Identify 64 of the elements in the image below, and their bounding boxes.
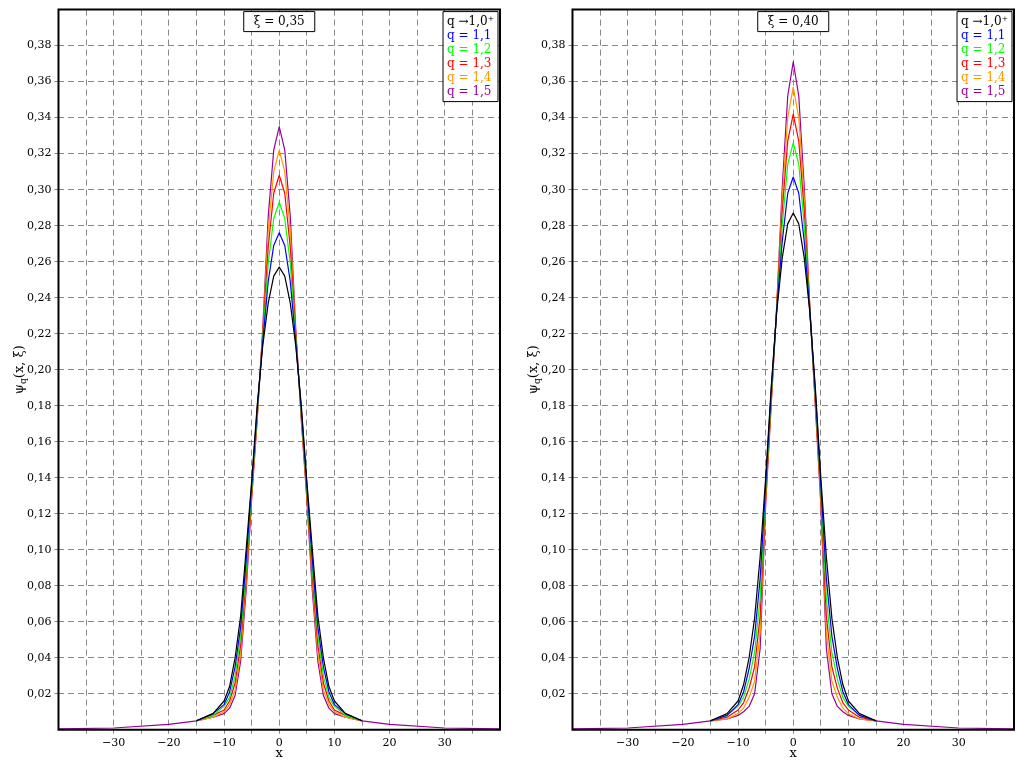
x-tick-label: 20 [896, 736, 911, 750]
y-tick-label: 0,12 [540, 506, 566, 520]
x-tick-label: −30 [616, 736, 640, 750]
y-tick-label: 0,24 [26, 290, 52, 304]
y-tick-label: 0,18 [540, 398, 566, 412]
y-tick-label: 0,34 [540, 110, 566, 124]
text: q = 1,3 [961, 55, 1006, 70]
y-tick-label: 0,06 [540, 614, 566, 628]
x-tick-label: −30 [102, 736, 126, 750]
text: q = 1,1 [447, 27, 492, 42]
y-tick-label: 0,02 [26, 686, 52, 700]
y-tick-label: 0,32 [540, 146, 566, 160]
x-tick-label: −20 [671, 736, 695, 750]
y-tick-label: 0,22 [26, 326, 52, 340]
y-tick-label: 0,30 [540, 182, 566, 196]
text: q = 1,4 [447, 69, 492, 84]
y-tick-label: 0,02 [540, 686, 566, 700]
x-tick-label: −20 [157, 736, 181, 750]
x-tick-label: 10 [327, 736, 342, 750]
y-tick-label: 0,16 [540, 434, 566, 448]
y-tick-label: 0,16 [26, 434, 52, 448]
chart-title: ξ = 0,40 [767, 13, 819, 28]
text: q = 1,5 [447, 83, 492, 98]
x-tick-label: 20 [382, 736, 397, 750]
y-tick-label: 0,04 [26, 650, 52, 664]
y-tick-label: 0,04 [540, 650, 566, 664]
text: q = 1,2 [447, 41, 492, 56]
text: q = 1,1 [961, 27, 1006, 42]
text: q = 1,3 [447, 55, 492, 70]
chart-title: ξ = 0,35 [253, 13, 305, 28]
y-tick-label: 0,28 [26, 218, 52, 232]
y-tick-label: 0,10 [26, 542, 52, 556]
text: q →1,0⁺ [961, 13, 1008, 28]
text: q = 1,4 [961, 69, 1006, 84]
y-tick-label: 0,34 [26, 110, 52, 124]
y-tick-label: 0,14 [540, 470, 566, 484]
y-tick-label: 0,28 [540, 218, 566, 232]
y-tick-label: 0,22 [540, 326, 566, 340]
y-tick-label: 0,36 [26, 74, 52, 88]
y-tick-label: 0,12 [26, 506, 52, 520]
y-tick-label: 0,18 [26, 398, 52, 412]
y-tick-label: 0,20 [26, 362, 52, 376]
y-tick-label: 0,24 [540, 290, 566, 304]
y-tick-label: 0,26 [540, 254, 566, 268]
y-tick-label: 0,14 [26, 470, 52, 484]
y-tick-label: 0,26 [26, 254, 52, 268]
x-tick-label: 30 [437, 736, 452, 750]
y-tick-label: 0,06 [26, 614, 52, 628]
y-tick-label: 0,10 [540, 542, 566, 556]
x-tick-label: 30 [951, 736, 966, 750]
y-tick-label: 0,38 [540, 38, 566, 52]
text: q →1,0⁺ [447, 13, 494, 28]
x-tick-label: −10 [726, 736, 750, 750]
x-tick-label: 10 [841, 736, 856, 750]
text: q = 1,2 [961, 41, 1006, 56]
y-tick-label: 0,38 [26, 38, 52, 52]
y-tick-label: 0,36 [540, 74, 566, 88]
y-tick-label: 0,20 [540, 362, 566, 376]
y-tick-label: 0,08 [540, 578, 566, 592]
y-tick-label: 0,30 [26, 182, 52, 196]
y-tick-label: 0,32 [26, 146, 52, 160]
text: q = 1,5 [961, 83, 1006, 98]
y-tick-label: 0,08 [26, 578, 52, 592]
x-tick-label: −10 [212, 736, 236, 750]
